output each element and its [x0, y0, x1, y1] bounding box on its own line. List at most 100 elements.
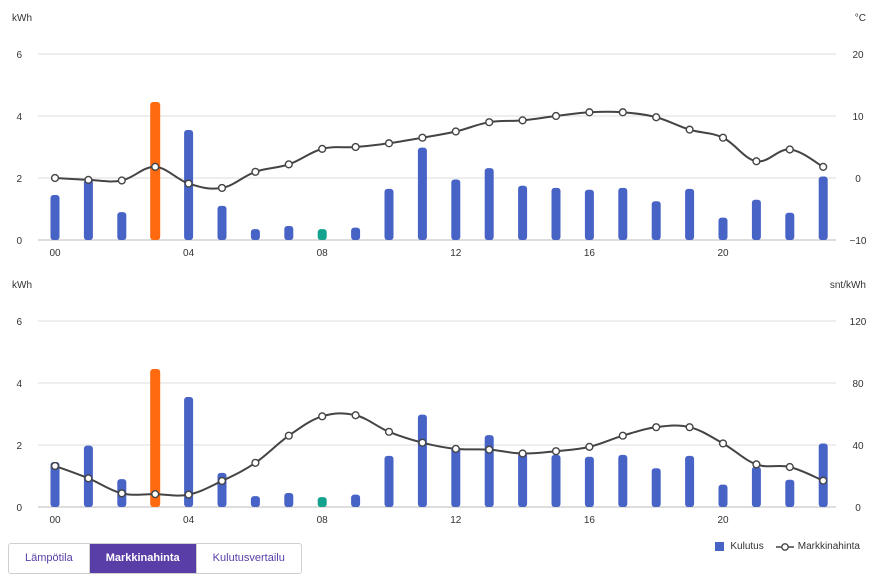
line-point — [318, 412, 327, 421]
line-point — [184, 179, 193, 188]
line-point — [451, 444, 460, 453]
x-tick-label: 04 — [183, 515, 195, 526]
consumption-bar — [384, 188, 394, 240]
consumption-bar — [551, 187, 561, 240]
consumption-bar — [751, 466, 761, 507]
y-right-tick-label: 40 — [852, 441, 864, 452]
legend-consumption[interactable]: Kulutus — [715, 541, 764, 552]
line-point — [50, 461, 60, 471]
line-point — [718, 133, 728, 142]
consumption-bar — [518, 185, 528, 240]
line-point — [618, 108, 627, 117]
consumption-bar — [751, 199, 761, 240]
consumption-bar — [417, 414, 427, 507]
consumption-bar — [50, 195, 60, 240]
legend-market-price[interactable]: Markkinahinta — [775, 541, 860, 552]
y-right-tick-label: 120 — [850, 317, 867, 328]
line-point — [351, 142, 360, 152]
line-point — [418, 438, 427, 447]
line-point — [585, 442, 594, 451]
line-point — [151, 162, 160, 171]
y-left-tick-label: 6 — [16, 50, 22, 61]
y-right-tick-label: 20 — [852, 50, 864, 61]
line-point — [384, 139, 394, 148]
line-point — [184, 490, 193, 499]
line-point — [551, 447, 561, 456]
line-point — [151, 490, 160, 499]
x-tick-label: 16 — [584, 515, 596, 526]
line-point — [451, 127, 460, 136]
line-point — [84, 175, 93, 184]
consumption-bar — [417, 147, 427, 240]
line-point — [217, 476, 227, 486]
consumption-bar — [384, 455, 394, 507]
consumption-bar — [250, 496, 260, 507]
line-point — [351, 411, 360, 420]
x-tick-label: 12 — [450, 515, 462, 526]
y-right-tick-label: 10 — [852, 112, 864, 123]
y-left-tick-label: 6 — [16, 317, 22, 328]
line-point — [117, 176, 126, 185]
consumption-bar — [785, 479, 795, 507]
line-point — [685, 423, 694, 432]
line-point — [551, 111, 561, 121]
y-left-tick-label: 2 — [16, 441, 22, 452]
line-point — [284, 431, 293, 440]
line-point — [518, 116, 527, 125]
consumption-bar — [451, 179, 461, 240]
tab-market-price[interactable]: Markkinahinta — [89, 544, 197, 573]
consumption-bar — [217, 205, 227, 240]
consumption-bar — [718, 484, 728, 507]
line-point — [84, 474, 93, 483]
x-tick-label: 20 — [717, 515, 729, 526]
consumption-bar — [584, 456, 594, 507]
consumption-bar — [150, 369, 161, 507]
line-point — [685, 125, 694, 134]
legend-market-price-label: Markkinahinta — [797, 541, 860, 552]
y-left-unit: kWh — [12, 280, 32, 291]
consumption-bar — [250, 229, 260, 240]
x-tick-label: 00 — [49, 515, 61, 526]
legend-line-swatch — [775, 542, 794, 551]
line-point — [485, 445, 494, 454]
consumption-bar — [785, 212, 795, 240]
consumption-bar — [584, 189, 594, 240]
tab-temperature[interactable]: Lämpötila — [9, 544, 90, 573]
consumption-bar — [83, 179, 93, 240]
consumption-bar — [618, 187, 628, 240]
temperature-chart: 0 2 4 6 −10 0 10 20 kWh °C 00 04 08 12 16 20 — [12, 13, 867, 259]
line-point — [652, 423, 661, 432]
line-point — [284, 160, 293, 169]
legend-consumption-label: Kulutus — [730, 541, 764, 552]
consumption-bar — [284, 493, 294, 507]
consumption-bar — [518, 452, 528, 507]
consumption-bar — [50, 462, 60, 507]
legend-bar-swatch — [715, 542, 725, 551]
tab-consumption-comparison[interactable]: Kulutusvertailu — [212, 552, 285, 564]
x-tick-label: 08 — [317, 515, 329, 526]
line-point — [251, 458, 260, 467]
consumption-bar — [818, 176, 828, 240]
y-left-unit: kWh — [12, 13, 32, 24]
line-point — [251, 167, 260, 176]
y-right-tick-label: 0 — [855, 503, 861, 514]
x-tick-label: 12 — [450, 248, 462, 259]
line-point — [485, 118, 494, 127]
consumption-bar — [685, 455, 695, 507]
y-right-unit: snt/kWh — [830, 280, 866, 291]
x-tick-label: 08 — [317, 248, 329, 259]
consumption-bar — [284, 226, 294, 240]
chart-legend: Kulutus Markkinahinta — [703, 541, 860, 552]
line-point — [819, 476, 828, 485]
x-tick-label: 00 — [49, 248, 61, 259]
y-left-tick-label: 0 — [16, 503, 22, 514]
consumption-bar — [551, 454, 561, 507]
y-left-tick-label: 4 — [16, 379, 22, 390]
x-tick-label: 04 — [183, 248, 195, 259]
line-point — [50, 173, 60, 183]
chart-mode-tabs: Lämpötila Markkinahinta Kulutusvertailu — [8, 543, 302, 574]
consumption-bar — [451, 446, 461, 507]
line-point — [752, 157, 761, 166]
y-right-tick-label: −10 — [850, 236, 867, 247]
